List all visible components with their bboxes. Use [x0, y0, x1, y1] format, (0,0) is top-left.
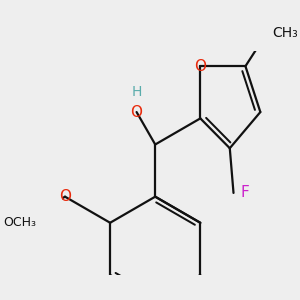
Text: CH₃: CH₃ [273, 26, 298, 40]
Text: O: O [59, 189, 71, 204]
Text: H: H [131, 85, 142, 99]
Text: F: F [241, 185, 250, 200]
Text: O: O [130, 105, 142, 120]
Text: O: O [194, 59, 206, 74]
Text: OCH₃: OCH₃ [3, 216, 36, 229]
